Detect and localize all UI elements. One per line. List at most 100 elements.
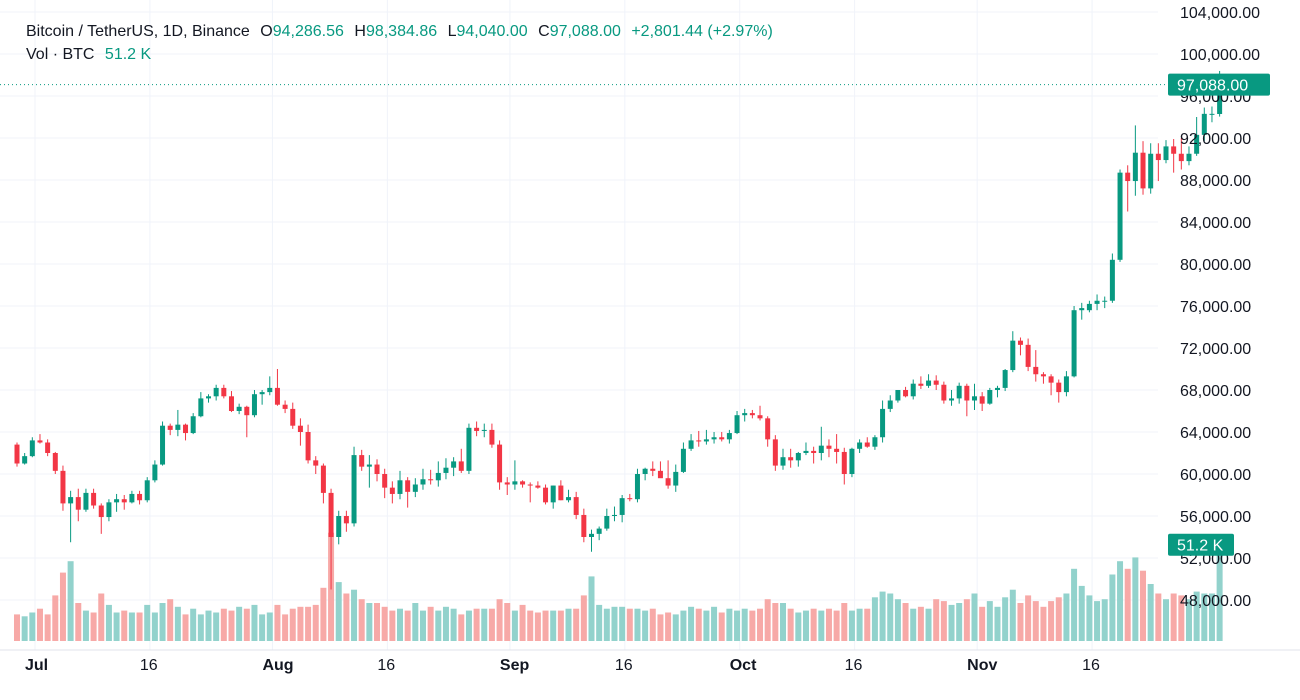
volume-bar: [128, 612, 135, 641]
candle-body: [328, 492, 334, 537]
price-axis[interactable]: 104,000.00100,000.0096,000.0092,000.0088…: [1180, 5, 1260, 610]
volume-bar: [151, 612, 158, 641]
candle-body: [458, 461, 464, 471]
candle-body: [14, 444, 20, 464]
candle-body: [1217, 84, 1223, 114]
time-tick-label: 16: [615, 657, 633, 674]
volume-bar: [312, 604, 319, 641]
candle-body: [259, 392, 265, 395]
candles: [14, 70, 1223, 590]
volume-bar: [1132, 557, 1139, 641]
volume-bar: [665, 612, 672, 641]
volume-bar: [351, 589, 358, 641]
candle-body: [29, 440, 35, 457]
volume-bar: [703, 610, 710, 641]
volume-bar: [419, 610, 426, 641]
candle-body: [1117, 172, 1123, 260]
candle-body: [910, 383, 916, 397]
candle-body: [650, 468, 656, 471]
candle-body: [374, 464, 380, 474]
candle-body: [918, 383, 924, 386]
volume-bar: [649, 608, 656, 641]
candle-body: [987, 390, 993, 404]
candle-body: [880, 408, 886, 438]
volume-bar: [335, 582, 342, 641]
candle-body: [98, 505, 104, 518]
candle-body: [405, 480, 411, 492]
time-tick-label: 16: [140, 657, 158, 674]
volume-bar: [757, 608, 764, 641]
volume-bar: [412, 603, 419, 641]
candle-body: [37, 440, 43, 443]
volume-bar: [1002, 597, 1009, 641]
volume-bar: [282, 614, 289, 641]
candle-body: [895, 390, 901, 401]
price-tick-label: 76,000.00: [1180, 299, 1251, 316]
candle-body: [558, 485, 564, 501]
candle-body: [167, 425, 173, 430]
last-volume-badge: [1168, 533, 1234, 556]
volume-bar: [634, 608, 641, 641]
candle-body: [742, 413, 748, 416]
volume-bar: [1155, 593, 1162, 641]
volume-bar: [121, 610, 128, 641]
symbol-title[interactable]: Bitcoin / TetherUS, 1D, Binance: [26, 23, 250, 40]
volume-bar: [573, 608, 580, 641]
volume-bar: [1170, 593, 1177, 641]
volume-bar: [488, 608, 495, 641]
volume-label[interactable]: Vol · BTC: [26, 46, 95, 63]
time-tick-label: 16: [845, 657, 863, 674]
candle-body: [1056, 382, 1062, 393]
candle-body: [765, 418, 771, 440]
volume-bar: [1071, 568, 1078, 641]
volume-bar: [1201, 593, 1208, 641]
candle-body: [1048, 376, 1054, 383]
candle-body: [1033, 366, 1039, 375]
candle-body: [887, 400, 893, 409]
candle-body: [320, 465, 326, 493]
candle-body: [941, 384, 947, 401]
candle-body: [711, 437, 717, 440]
volume-bar: [289, 608, 296, 641]
candle-body: [152, 464, 158, 481]
candle-body: [619, 498, 625, 515]
candle-body: [680, 448, 686, 472]
volume-bar: [741, 608, 748, 641]
volume-bar: [320, 587, 327, 641]
volume-bar: [565, 608, 572, 641]
volume-bar: [802, 610, 809, 641]
candle-body: [1125, 172, 1131, 182]
candle-body: [627, 498, 633, 500]
price-tick-label: 72,000.00: [1180, 341, 1251, 358]
candle-body: [1063, 376, 1069, 393]
volume-bar: [136, 612, 143, 641]
volume-bar: [1086, 595, 1093, 641]
candle-body: [734, 415, 740, 434]
volume-bar: [343, 593, 350, 641]
candle-body: [1148, 153, 1154, 189]
volume-bar: [818, 610, 825, 641]
candle-body: [589, 533, 594, 537]
time-axis[interactable]: Jul 16 Aug 16 Sep 16 Oct 16 Nov 16: [25, 657, 1100, 674]
high-label: H: [354, 23, 366, 40]
volume-bar: [305, 606, 312, 641]
volume-bar: [1124, 568, 1131, 641]
candle-body: [313, 460, 319, 466]
candle-body: [1186, 153, 1192, 162]
candle-body: [688, 440, 694, 449]
time-tick-label: 16: [377, 657, 395, 674]
volume-bar: [910, 608, 917, 641]
volume-row: Vol · BTC 51.2 K: [26, 43, 773, 66]
candle-body: [1132, 152, 1138, 182]
volume-bar: [1147, 584, 1154, 641]
candle-body: [282, 404, 288, 409]
volume-bar: [1208, 593, 1215, 641]
candle-body: [566, 497, 572, 501]
candle-body: [129, 493, 135, 503]
volume-bar: [381, 606, 388, 641]
volume-bar: [841, 603, 848, 641]
candle-body: [228, 396, 234, 411]
candle-body: [443, 467, 449, 473]
candle-body: [795, 453, 801, 461]
